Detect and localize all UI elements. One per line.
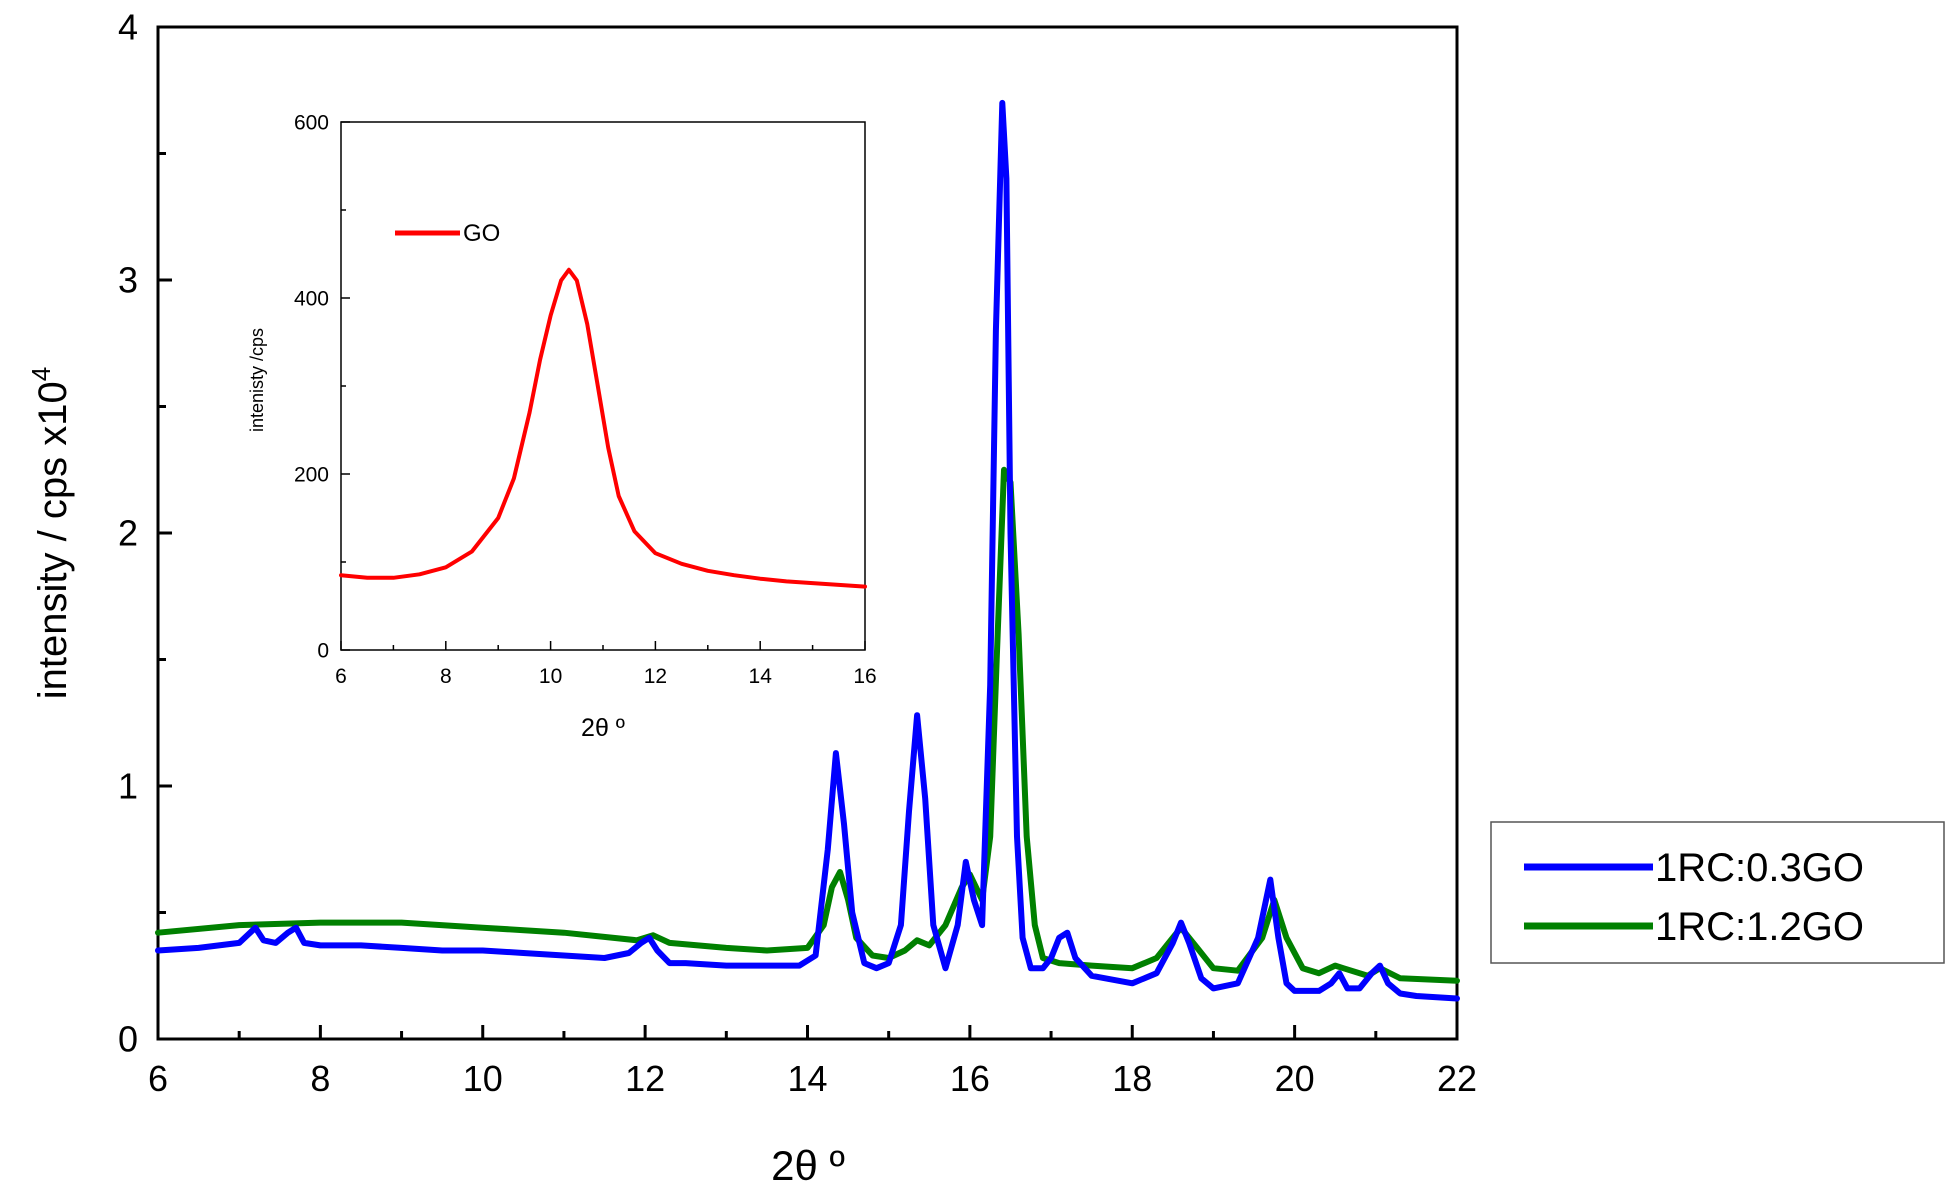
inset-x-axis-title: 2θ º bbox=[581, 714, 625, 742]
inset-x-tick-labels: 6 8 10 12 14 16 bbox=[335, 665, 877, 688]
main-x-tick-label: 8 bbox=[310, 1058, 330, 1099]
inset-x-tick-label: 8 bbox=[440, 665, 452, 688]
main-y-tick-labels: 0 1 2 3 4 bbox=[118, 7, 138, 1060]
main-x-tick-label: 10 bbox=[463, 1058, 503, 1099]
main-y-axis-title: intensity / cps x104 bbox=[26, 367, 75, 699]
inset-x-tick-label: 16 bbox=[853, 665, 876, 688]
main-legend-box bbox=[1490, 821, 1945, 964]
inset-x-tick-label: 10 bbox=[539, 665, 562, 688]
main-y-axis-title-exponent: 4 bbox=[26, 367, 56, 381]
main-y-tick-label: 0 bbox=[118, 1019, 138, 1060]
main-x-tick-labels: 6 8 10 12 14 16 18 20 22 bbox=[148, 1058, 1477, 1099]
main-y-tick-label: 4 bbox=[118, 7, 138, 48]
main-y-tick-label: 3 bbox=[118, 260, 138, 301]
inset-x-tick-label: 6 bbox=[335, 665, 347, 688]
inset-plot: 6 8 10 12 14 16 0 200 400 600 GO 2θ º intenisty … bbox=[247, 111, 877, 742]
main-x-tick-label: 12 bbox=[625, 1058, 665, 1099]
inset-series-go bbox=[339, 267, 867, 589]
inset-y-tick-labels: 0 200 400 600 bbox=[294, 111, 329, 662]
main-y-axis-title-text: intensity / cps x10 bbox=[31, 381, 75, 699]
inset-y-tick-label: 600 bbox=[294, 111, 329, 134]
main-x-axis-title: 2θ º bbox=[771, 1142, 845, 1189]
inset-plot-background bbox=[341, 122, 865, 650]
inset-series-group bbox=[339, 267, 867, 589]
main-x-tick-label: 18 bbox=[1112, 1058, 1152, 1099]
legend-label-1rc-0-3go: 1RC:0.3GO bbox=[1655, 846, 1864, 890]
inset-y-axis-title: intenisty /cps bbox=[247, 328, 267, 432]
inset-legend: GO bbox=[395, 220, 500, 247]
inset-y-tick-label: 200 bbox=[294, 463, 329, 486]
legend-label-1rc-1-2go: 1RC:1.2GO bbox=[1655, 905, 1864, 949]
main-series-group bbox=[155, 99, 1460, 1002]
inset-x-tick-label: 14 bbox=[749, 665, 773, 688]
main-y-tick-label: 1 bbox=[118, 766, 138, 807]
main-series-1rc-0-3go bbox=[155, 99, 1460, 1002]
inset-y-tick-label: 0 bbox=[317, 639, 329, 662]
main-x-tick-label: 16 bbox=[950, 1058, 990, 1099]
inset-x-tick-label: 12 bbox=[644, 665, 667, 688]
main-x-tick-label: 20 bbox=[1275, 1058, 1315, 1099]
inset-axis-ticks bbox=[340, 121, 866, 651]
main-x-tick-label: 6 bbox=[148, 1058, 168, 1099]
inset-y-tick-label: 400 bbox=[294, 287, 329, 310]
inset-legend-label-go: GO bbox=[463, 220, 500, 247]
main-x-tick-label: 14 bbox=[787, 1058, 827, 1099]
main-axis-ticks bbox=[156, 25, 1459, 1041]
main-y-tick-label: 2 bbox=[118, 513, 138, 554]
main-legend: 1RC:0.3GO 1RC:1.2GO bbox=[1490, 821, 1945, 964]
main-x-tick-label: 22 bbox=[1437, 1058, 1477, 1099]
